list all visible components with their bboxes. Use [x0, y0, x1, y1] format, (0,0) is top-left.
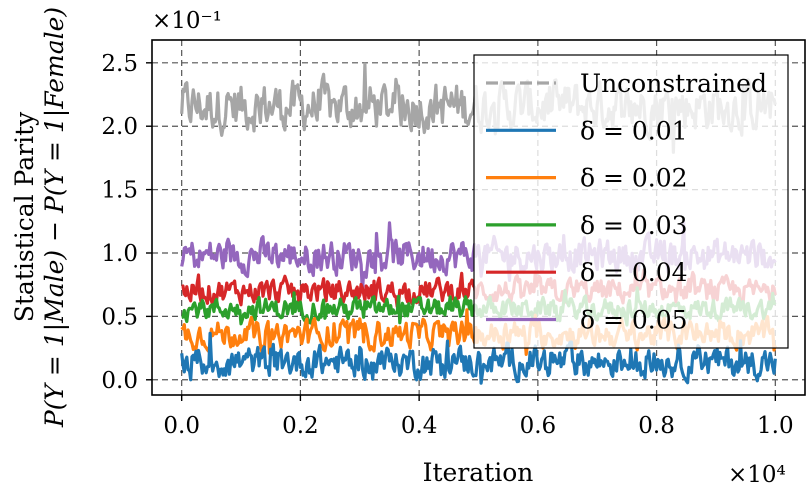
x-scale-label: ×10⁴ — [728, 462, 786, 488]
x-axis-ticks: 0.0 0.2 0.4 0.6 0.8 1.0 — [163, 395, 794, 439]
x-tick-label: 0.8 — [638, 413, 675, 439]
y-scale-label: ×10⁻¹ — [152, 8, 222, 34]
x-tick-label: 0.6 — [520, 413, 557, 439]
legend-label: δ = 0.04 — [580, 258, 688, 287]
y-tick-label: 1.5 — [101, 178, 138, 204]
legend-label: δ = 0.03 — [580, 211, 688, 240]
legend: Unconstrained δ = 0.01 δ = 0.02 δ = 0.03 δ =… — [473, 54, 789, 349]
legend-label: δ = 0.05 — [580, 306, 688, 335]
y-tick-label: 2.5 — [101, 51, 138, 77]
y-axis-label-line1: Statistical Parity — [10, 111, 39, 322]
y-tick-label: 1.0 — [101, 241, 138, 267]
y-tick-label: 2.0 — [101, 114, 138, 140]
x-tick-label: 0.2 — [282, 413, 319, 439]
legend-label: δ = 0.02 — [580, 164, 688, 193]
legend-label: Unconstrained — [580, 69, 767, 98]
x-tick-label: 0.4 — [401, 413, 438, 439]
series-line-5 — [180, 331, 777, 385]
plot-frame — [151, 39, 806, 396]
y-axis-ticks: 0.0 0.5 1.0 1.5 2.0 2.5 — [101, 51, 152, 394]
x-axis-label: Iteration — [423, 458, 534, 487]
x-tick-label: 1.0 — [757, 413, 794, 439]
y-tick-label: 0.0 — [101, 368, 138, 394]
legend-box — [473, 54, 789, 349]
y-axis-label-line2: P(Y = 1|Male) − P(Y = 1|Female) — [40, 7, 70, 428]
x-tick-label: 0.0 — [163, 413, 200, 439]
legend-label: δ = 0.01 — [580, 116, 688, 145]
y-tick-label: 0.5 — [101, 304, 138, 330]
